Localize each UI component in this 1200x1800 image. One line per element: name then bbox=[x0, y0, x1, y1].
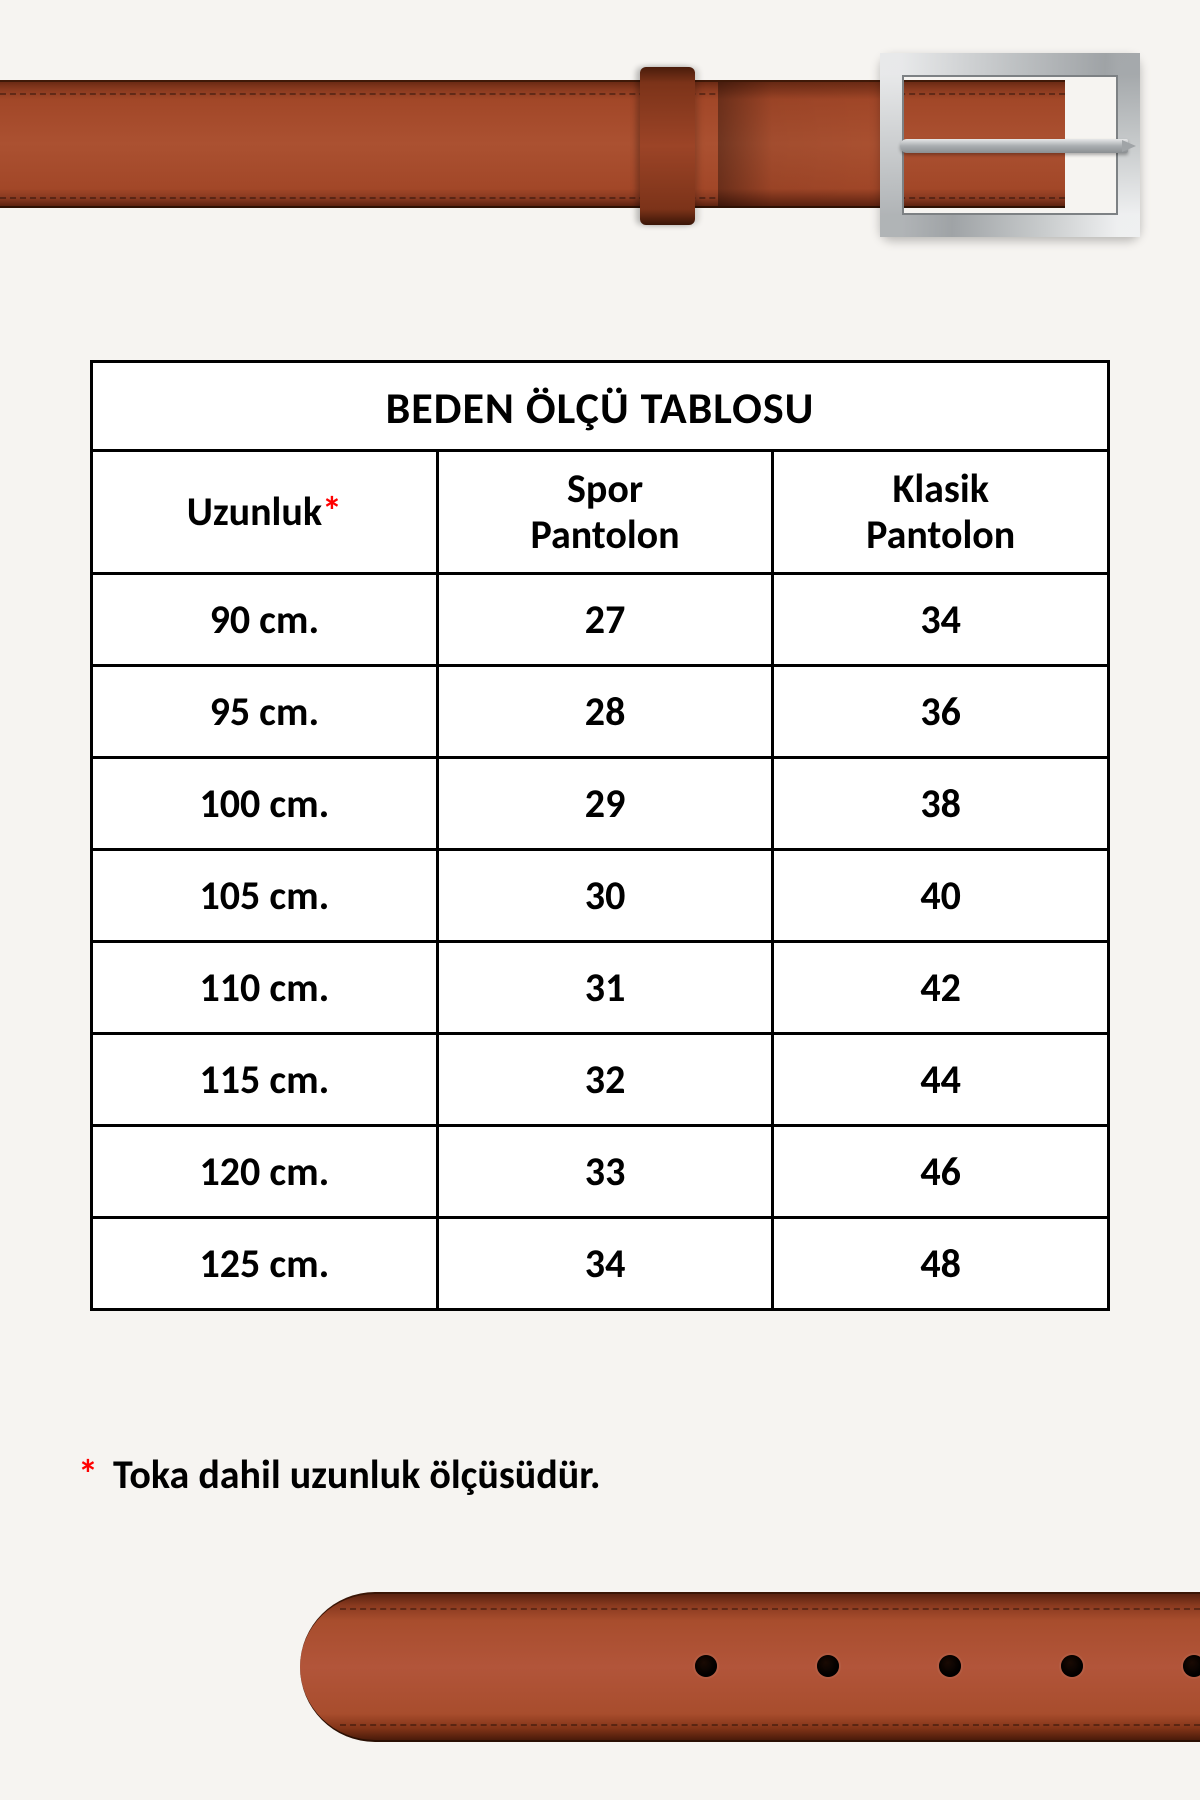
table-cell: 40 bbox=[773, 850, 1109, 942]
table-row: 100 cm.2938 bbox=[92, 758, 1109, 850]
table-cell: 28 bbox=[437, 666, 773, 758]
belt-hole bbox=[695, 1655, 717, 1677]
belt-stitch bbox=[340, 1724, 1200, 1726]
table-body: 90 cm.273495 cm.2836100 cm.2938105 cm.30… bbox=[92, 574, 1109, 1310]
belt-tip-illustration bbox=[300, 1592, 1200, 1742]
table-cell: 105 cm. bbox=[92, 850, 438, 942]
table-row: 105 cm.3040 bbox=[92, 850, 1109, 942]
table-cell: 95 cm. bbox=[92, 666, 438, 758]
table-cell: 36 bbox=[773, 666, 1109, 758]
table-row: 90 cm.2734 bbox=[92, 574, 1109, 666]
belt-hole bbox=[1061, 1655, 1083, 1677]
footnote-asterisk: * bbox=[78, 1450, 98, 1499]
table-cell: 34 bbox=[437, 1218, 773, 1310]
table-cell: 46 bbox=[773, 1126, 1109, 1218]
table-row: 110 cm.3142 bbox=[92, 942, 1109, 1034]
size-chart-table: BEDEN ÖLÇÜ TABLOSU Uzunluk*SporPantolonK… bbox=[90, 360, 1110, 1311]
table-cell: 34 bbox=[773, 574, 1109, 666]
table-title: BEDEN ÖLÇÜ TABLOSU bbox=[92, 362, 1109, 451]
table-cell: 38 bbox=[773, 758, 1109, 850]
belt-buckle-illustration bbox=[0, 45, 1200, 245]
column-header: Uzunluk* bbox=[92, 451, 438, 574]
table-cell: 42 bbox=[773, 942, 1109, 1034]
table-cell: 32 bbox=[437, 1034, 773, 1126]
table-cell: 120 cm. bbox=[92, 1126, 438, 1218]
table-cell: 33 bbox=[437, 1126, 773, 1218]
table-header-row: Uzunluk*SporPantolonKlasikPantolon bbox=[92, 451, 1109, 574]
belt-hole bbox=[939, 1655, 961, 1677]
header-asterisk: * bbox=[322, 487, 342, 536]
column-header: KlasikPantolon bbox=[773, 451, 1109, 574]
belt-stitch bbox=[340, 1608, 1200, 1610]
table-cell: 31 bbox=[437, 942, 773, 1034]
table-cell: 44 bbox=[773, 1034, 1109, 1126]
table-cell: 29 bbox=[437, 758, 773, 850]
table-cell: 48 bbox=[773, 1218, 1109, 1310]
table-row: 95 cm.2836 bbox=[92, 666, 1109, 758]
footnote-text: Toka dahil uzunluk ölçüsüdür. bbox=[113, 1450, 601, 1499]
belt-hole bbox=[817, 1655, 839, 1677]
belt-prong bbox=[900, 139, 1128, 153]
table-cell: 125 cm. bbox=[92, 1218, 438, 1310]
column-header: SporPantolon bbox=[437, 451, 773, 574]
belt-keeper bbox=[640, 67, 695, 225]
table-row: 115 cm.3244 bbox=[92, 1034, 1109, 1126]
table-cell: 115 cm. bbox=[92, 1034, 438, 1126]
table-cell: 90 cm. bbox=[92, 574, 438, 666]
footnote: * Toka dahil uzunluk ölçüsüdür. bbox=[78, 1450, 601, 1499]
table-cell: 110 cm. bbox=[92, 942, 438, 1034]
table-row: 125 cm.3448 bbox=[92, 1218, 1109, 1310]
table-row: 120 cm.3346 bbox=[92, 1126, 1109, 1218]
table-cell: 100 cm. bbox=[92, 758, 438, 850]
table-cell: 27 bbox=[437, 574, 773, 666]
belt-fold bbox=[718, 80, 898, 208]
table-cell: 30 bbox=[437, 850, 773, 942]
belt-hole bbox=[1183, 1655, 1200, 1677]
